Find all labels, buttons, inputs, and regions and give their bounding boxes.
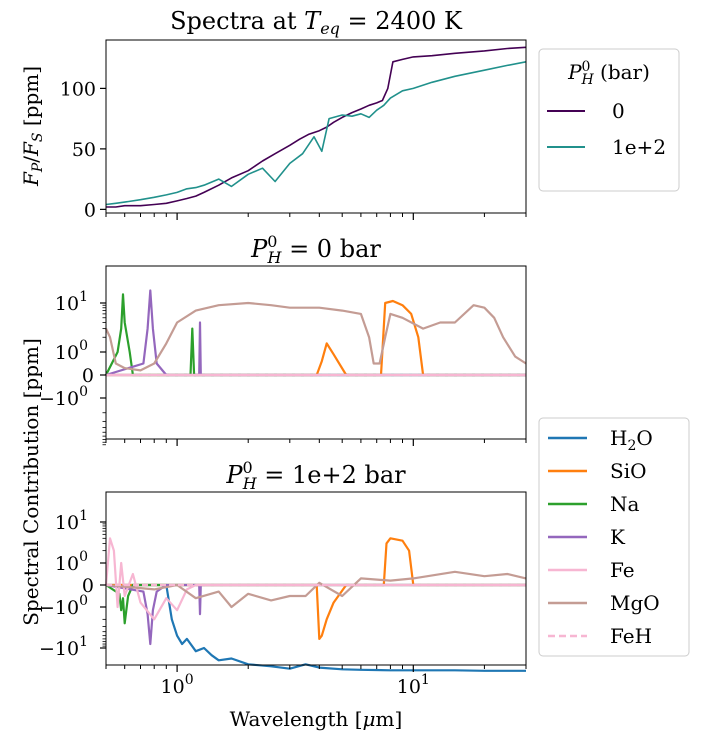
panel1-frame [105,39,527,214]
panel3-y-tick-label: 101 [55,508,88,534]
shared-ylabel: Spectral Contribution [ppm] [19,338,43,626]
panel3-line-sio [106,537,526,641]
panel2-line-sio [106,299,526,377]
panel1-line-0 [106,46,527,208]
panel1-line-1e-2 [105,61,527,206]
panel3-line-k [105,583,526,646]
panel1-ylabel: FP/FS [ppm] [19,66,46,187]
panel2-frame [105,265,527,440]
legend2-label: Na [610,492,640,516]
panel2-x-ticks [105,439,527,446]
x-tick-label: 101 [397,672,430,698]
panel2-y-tick-label: 100 [55,338,88,364]
legend1-title: P0 H (bar) [567,59,650,88]
panel3-frame [105,491,527,666]
panel1-legend: P0 H (bar) 0 1e+2 [538,48,680,192]
panel3-y-tick-label: −101 [39,634,88,660]
panel3-line-h2o [106,583,526,672]
panel3-line-mgo [105,570,527,609]
panel1-y-tick-label: 50 [72,139,96,161]
panel2-line-k [105,289,526,377]
legend2-label: Fe [610,558,635,582]
panel2-line-mgo [105,301,527,372]
panel2-y-tick-label: −100 [39,384,88,410]
panel2-y-tick-label: 101 [55,289,88,315]
panel1-y-ticks: 0 50 100 [60,78,106,221]
legend2-label: FeH [610,624,652,648]
legend1-label-1: 1e+2 [612,135,666,159]
panel2-series-lines [105,289,527,377]
panel3-x-ticks: 100 101 [105,665,527,698]
panel1-y-tick-label: 100 [60,78,96,100]
legend2-label: H2O [610,426,653,454]
panel2-line-na [105,293,526,377]
panel-spectra: Spectra at Teq = 2400 K 0 50 100 FP/FS [pp… [19,7,680,221]
panel1-x-ticks [105,213,527,220]
panel3-series-lines [104,537,527,672]
panel3-y-tick-label: −100 [39,593,88,619]
legend2-label: SiO [610,459,647,483]
legend2-label: K [610,525,626,549]
panel1-y-tick-label: 0 [84,199,96,221]
xlabel: Wavelength [μm] [230,707,403,731]
panel2-y-tick-label: 0 [82,365,94,387]
legend2-label: MgO [610,591,660,615]
legend1-box [538,48,680,192]
x-tick-label: 100 [161,672,194,698]
species-legend: H2O SiO Na K Fe MgO FeH [538,417,690,657]
panel3-title: P0 H = 1e+2 bar [225,458,406,493]
panel3-y-tick-label: 0 [82,575,94,597]
panel1-series-lines [105,46,527,208]
panel1-title: Spectra at Teq = 2400 K [170,7,463,38]
legend2-box [538,417,690,657]
legend1-label-0: 0 [612,99,625,123]
panel2-title: P0 H = 0 bar [250,232,381,267]
panel3-y-tick-label: 100 [55,549,88,575]
